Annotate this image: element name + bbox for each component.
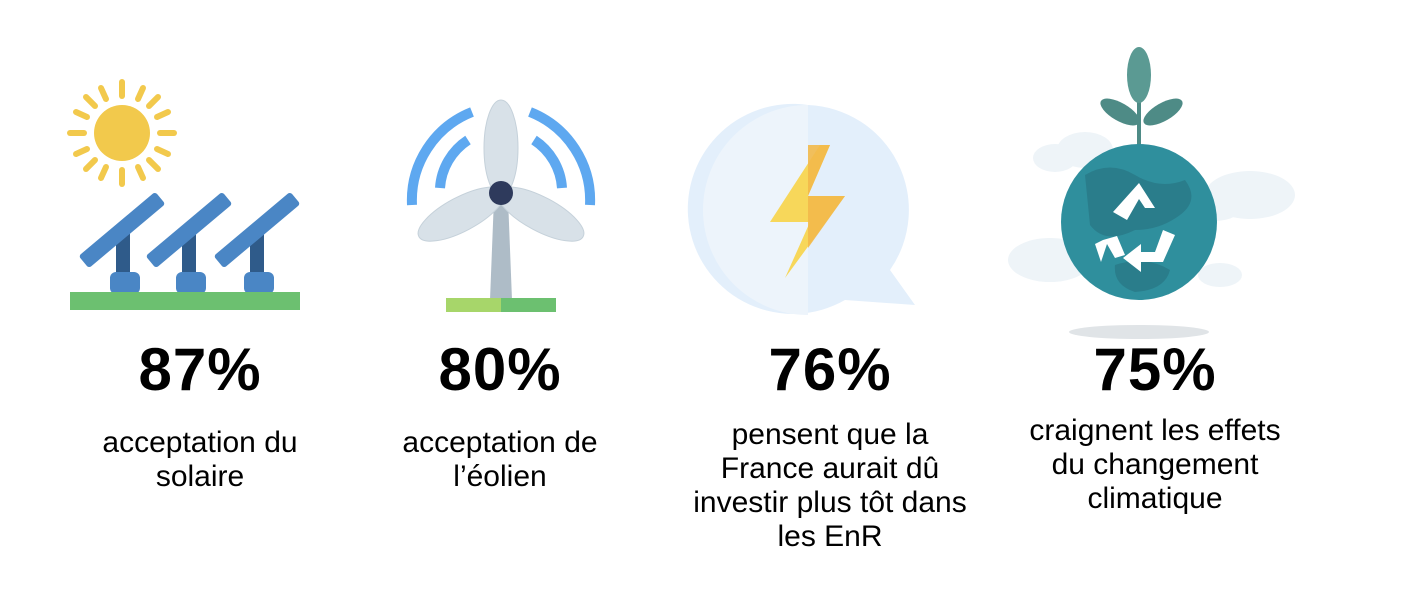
stat-value: 75% [1093, 336, 1217, 403]
stat-climate: 75% craignent les effets du changement c… [995, 0, 1315, 594]
stat-label: craignent les effets du changement clima… [1029, 414, 1281, 515]
solar-panel-icon [67, 79, 300, 310]
stat-label: acceptation du solaire [102, 426, 298, 493]
lightning-bubble-icon [687, 103, 915, 315]
recycling-earth-icon [1008, 47, 1295, 339]
stat-value: 87% [138, 336, 262, 403]
stat-solar: 87% acceptation du solaire [40, 0, 360, 594]
stat-value: 80% [438, 336, 562, 403]
stat-value: 76% [768, 336, 892, 403]
stat-wind: 80% acceptation de l’éolien [340, 0, 660, 594]
stat-energy: 76% pensent que la France aurait dû inve… [670, 0, 990, 594]
stat-label: pensent que la France aurait dû investir… [693, 418, 967, 553]
wind-turbine-icon [406, 99, 596, 312]
stat-label: acceptation de l’éolien [402, 426, 598, 493]
